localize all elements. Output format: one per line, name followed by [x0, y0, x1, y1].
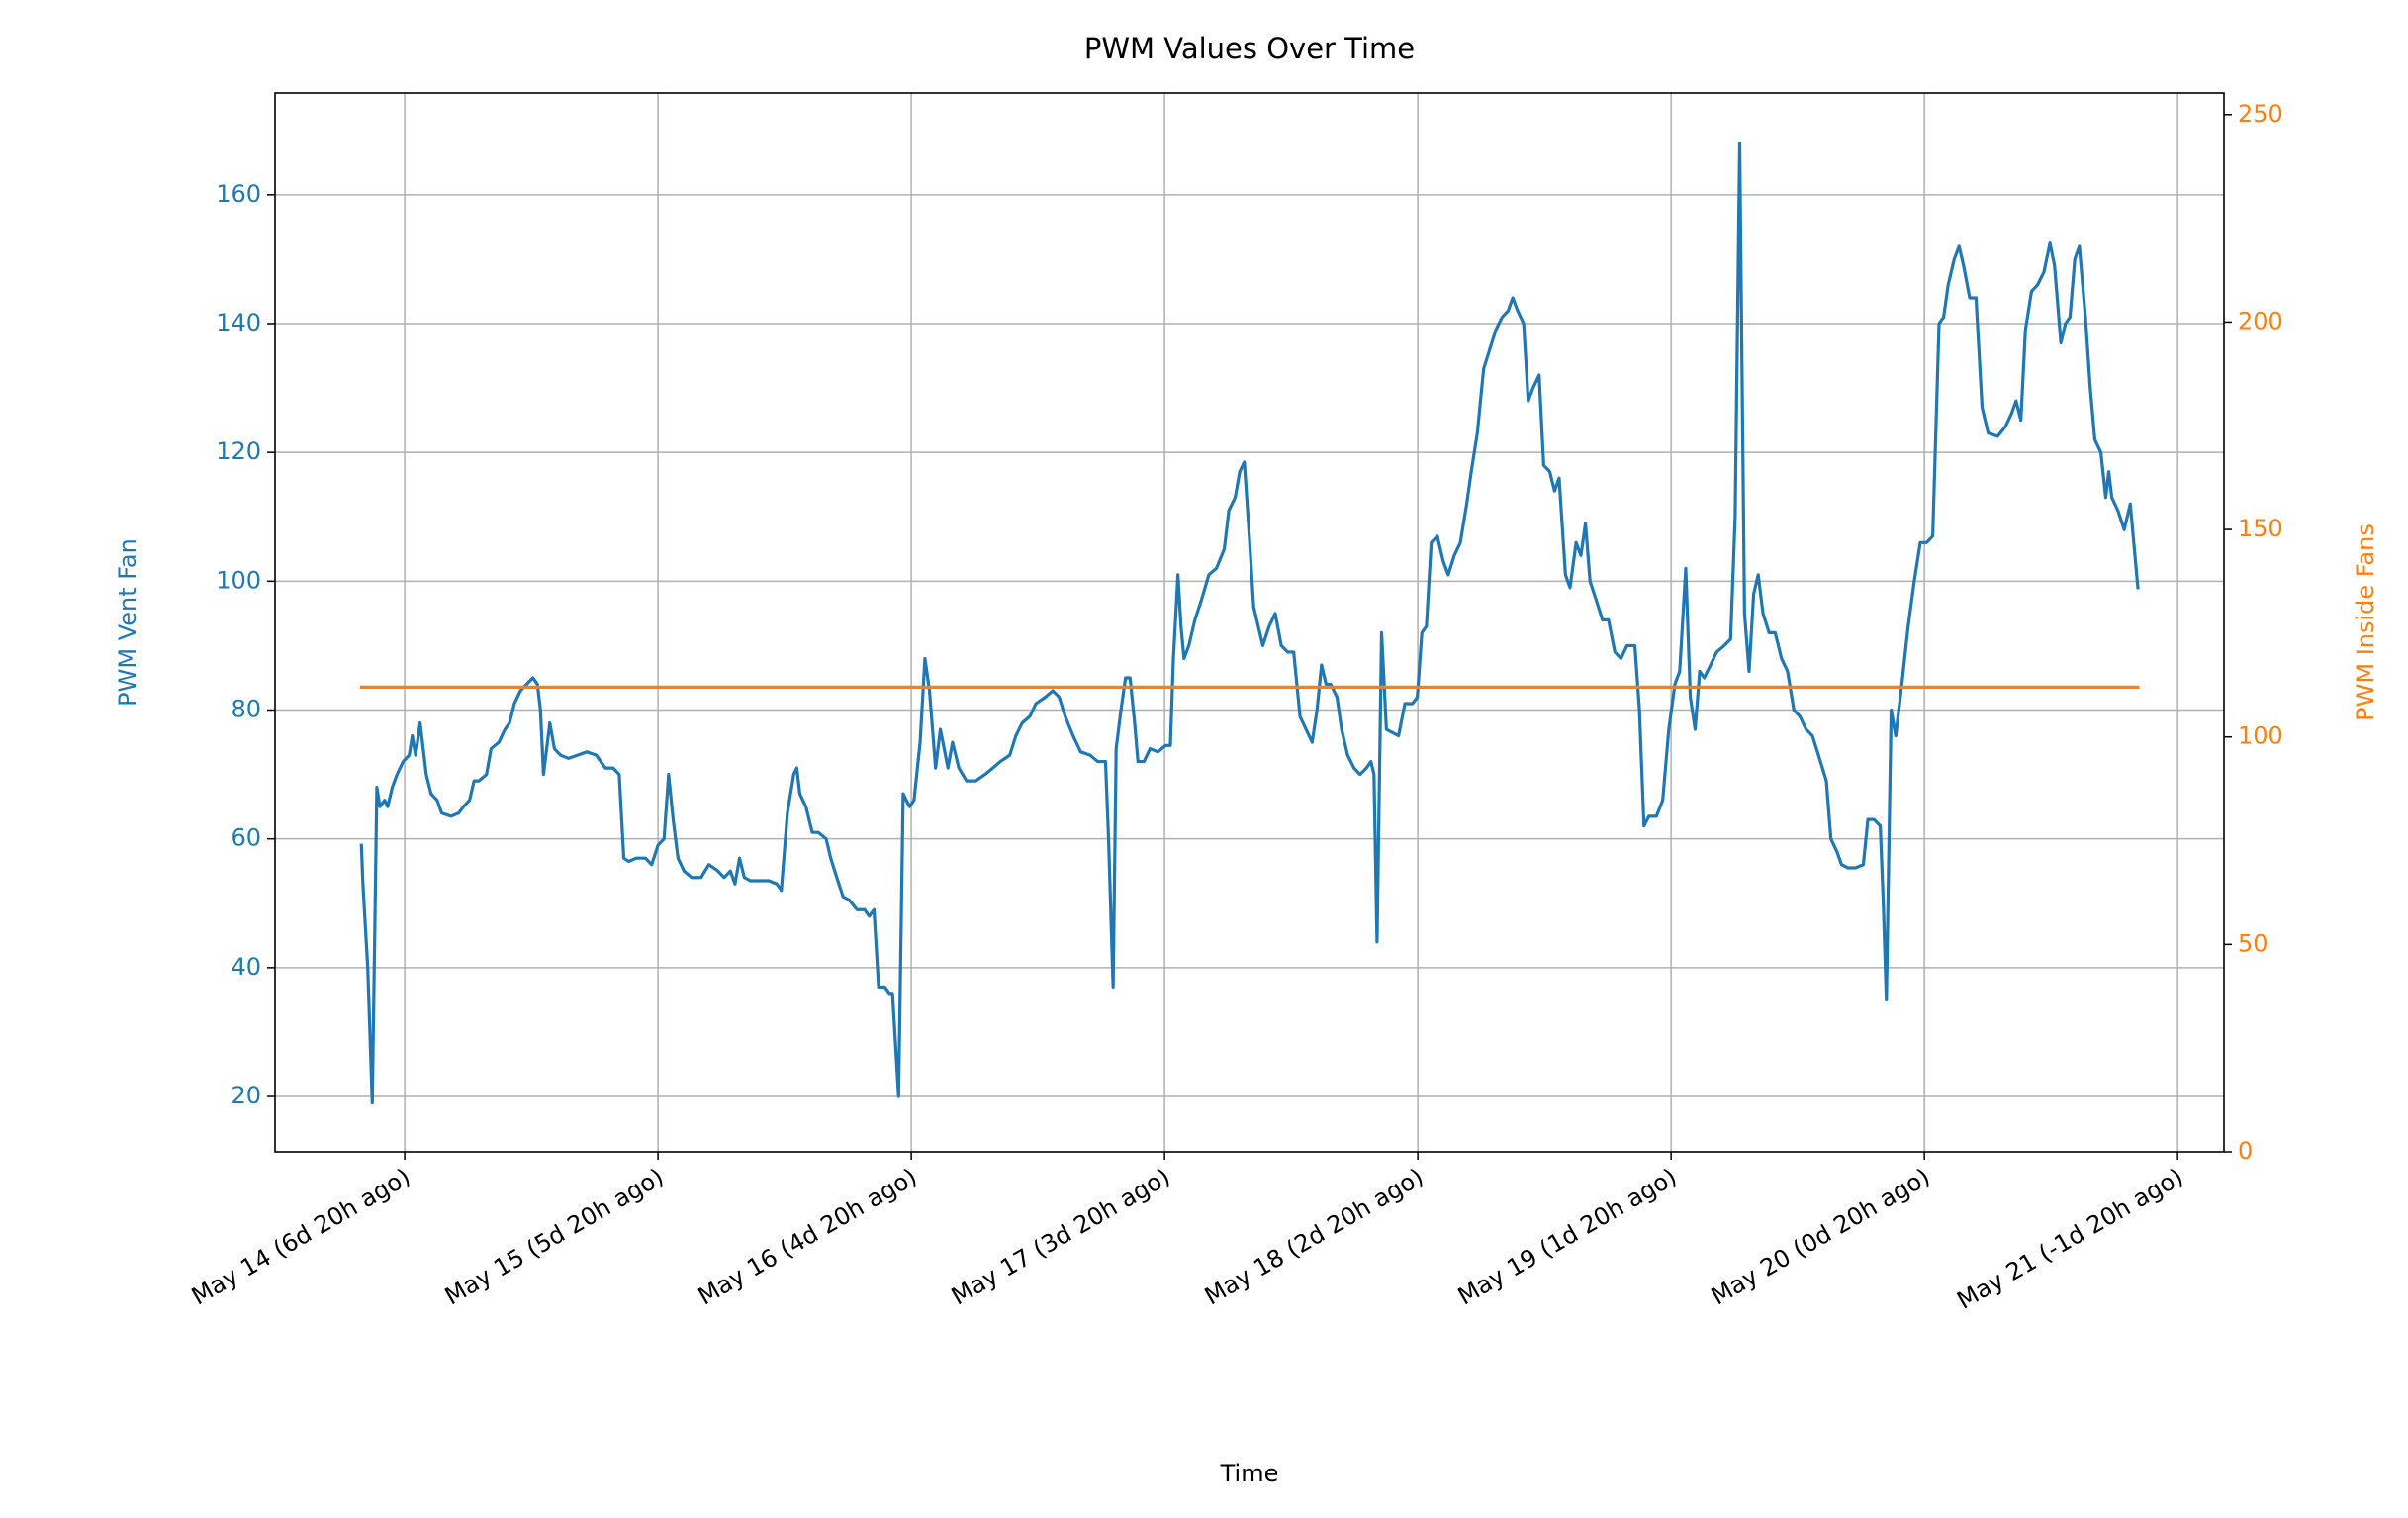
y2-tick-label: 100	[2238, 722, 2283, 750]
y2-tick-label: 0	[2238, 1137, 2253, 1165]
y2-axis-label: PWM Inside Fans	[2352, 523, 2379, 721]
y-tick-label: 100	[216, 566, 261, 594]
y2-tick-label: 200	[2238, 307, 2283, 334]
y-tick-label: 80	[231, 696, 261, 723]
y-tick-label: 140	[216, 309, 261, 336]
y-tick-label: 60	[231, 824, 261, 852]
y-axis-label: PWM Vent Fan	[114, 538, 141, 707]
y2-tick-label: 50	[2238, 929, 2269, 957]
y-tick-label: 20	[231, 1082, 261, 1109]
plot-frame	[274, 92, 2225, 1153]
y-tick-label: 120	[216, 437, 261, 465]
y2-tick-label: 250	[2238, 100, 2283, 128]
series-line	[359, 142, 2140, 1105]
chart-title: PWM Values Over Time	[1084, 32, 1415, 65]
y-tick-label: 40	[231, 953, 261, 981]
y-tick-label: 160	[216, 180, 261, 208]
x-axis-label: Time	[1220, 1460, 1279, 1487]
y2-tick-label: 150	[2238, 515, 2283, 542]
